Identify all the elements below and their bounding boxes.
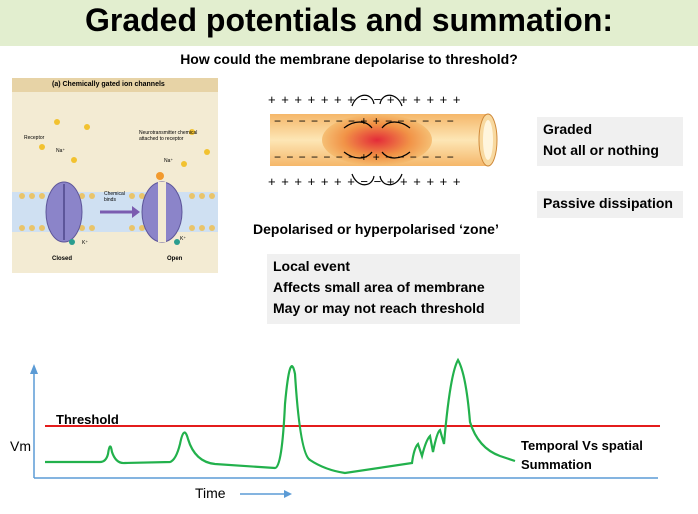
axon-inner-top: − − − − − − − + + − − − − − − — [274, 114, 455, 128]
threshold-label: Threshold — [56, 412, 119, 427]
closed-label: Closed — [52, 256, 73, 262]
chemical-binds-label: Chemical binds — [104, 191, 125, 203]
zone-label: Depolarised or hyperpolarised ‘zone’ — [253, 221, 499, 237]
graded-line-1: Graded — [543, 121, 593, 137]
k-label-open: K⁺ — [180, 236, 186, 242]
ion-channel-figure: (a) Chemically gated ion channels Recept… — [12, 78, 218, 273]
passive-box: Passive dissipation — [537, 191, 683, 218]
slide-subtitle: How could the membrane depolarise to thr… — [180, 51, 518, 67]
summation-label: Temporal Vs spatial Summation — [521, 436, 643, 474]
time-label: Time — [195, 485, 226, 501]
graded-line-2: Not all or nothing — [543, 142, 659, 158]
open-label: Open — [167, 256, 183, 262]
axon-diagram — [270, 94, 498, 186]
slide-title: Graded potentials and summation: — [84, 2, 614, 38]
local-line-3: May or may not reach threshold — [273, 300, 485, 316]
local-line-1: Local event — [273, 258, 351, 274]
na-label-open: Na⁺ — [164, 158, 174, 164]
local-line-2: Affects small area of membrane — [273, 279, 485, 295]
neurotransmitter-label: Neurotransmitter chemical attached to re… — [139, 130, 198, 142]
na-label: Na⁺ — [56, 148, 66, 154]
ion-channel-diagram — [12, 119, 218, 245]
title-bar — [0, 0, 698, 46]
axon-bottom-charges: + + + + + + + − − + + + + + + — [268, 174, 462, 189]
potential-graph — [30, 357, 660, 498]
summation-line-2: Summation — [521, 457, 592, 472]
receptor-label: Receptor — [24, 135, 45, 141]
time-arrow-head — [284, 490, 292, 498]
axon-top-charges: + + + + + + + − − + + + + + + — [268, 92, 462, 107]
y-axis-arrow — [30, 364, 38, 374]
axon-inner-bottom: − − − − − − − + + − − − − − − — [274, 150, 455, 164]
membrane-potential-trace — [45, 357, 516, 475]
k-label: K⁺ — [82, 240, 88, 246]
summation-line-1: Temporal Vs spatial — [521, 438, 643, 453]
figure-heading: (a) Chemically gated ion channels — [12, 78, 218, 92]
vm-label: Vm — [10, 438, 31, 454]
graded-box: Graded Not all or nothing — [537, 117, 683, 166]
local-event-box: Local event Affects small area of membra… — [267, 254, 520, 324]
